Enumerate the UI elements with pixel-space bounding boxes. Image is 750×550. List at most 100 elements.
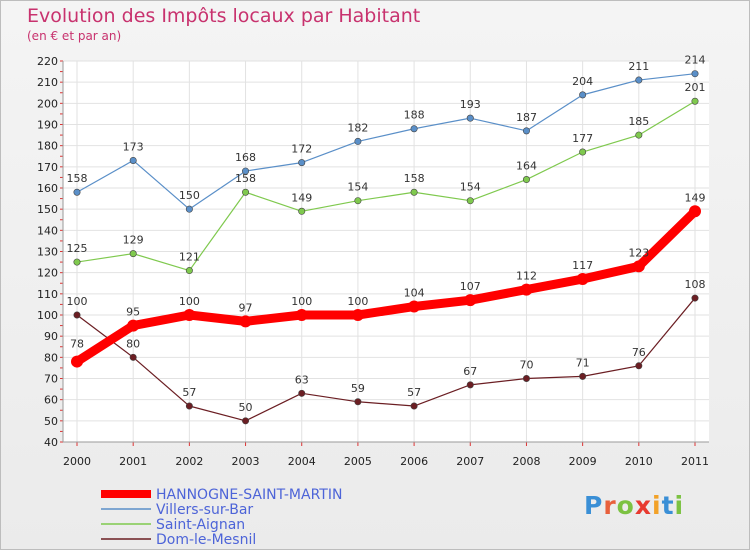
data-point [632,260,645,273]
y-tick-label: 40 [44,436,58,449]
x-tick-label: 2001 [119,455,147,468]
logo-letter: P [584,491,604,520]
data-label: 164 [516,160,537,173]
data-label: 59 [351,382,365,395]
data-point [129,156,137,164]
data-point [466,381,474,389]
data-point [579,148,587,156]
data-label: 158 [404,172,425,185]
data-label: 214 [685,54,706,67]
x-tick-label: 2009 [569,455,597,468]
x-tick-label: 2011 [681,455,709,468]
data-label: 108 [685,278,706,291]
y-tick-label: 50 [44,415,58,428]
data-point [354,398,362,406]
y-tick-label: 70 [44,373,58,386]
y-tick-label: 160 [37,182,58,195]
data-label: 211 [628,60,649,73]
data-point [410,125,418,133]
logo-letter: x [634,491,652,520]
data-point [242,167,250,175]
data-point [185,267,193,275]
data-point [579,91,587,99]
data-point [351,309,364,321]
data-point [522,127,530,135]
data-label: 121 [179,251,200,264]
data-label: 70 [519,359,533,372]
data-label: 57 [407,386,421,399]
data-label: 125 [67,242,88,255]
legend-label: Villers-sur-Bar [156,502,253,518]
y-tick-label: 180 [37,140,58,153]
series-line [72,206,700,367]
data-label: 158 [235,172,256,185]
data-label: 172 [291,143,312,156]
data-label: 123 [628,246,649,259]
y-tick-label: 90 [44,330,58,343]
data-point [635,76,643,84]
series-line [76,100,696,272]
legend-label: Dom-le-Mesnil [156,532,256,548]
data-label: 154 [460,181,481,194]
y-tick-label: 120 [37,267,58,280]
y-tick-label: 60 [44,394,58,407]
chart-title: Evolution des Impôts locaux par Habitant [27,5,421,27]
x-tick-label: 2000 [63,455,91,468]
data-label: 177 [572,132,593,145]
data-label: 149 [291,191,312,204]
data-point [410,188,418,196]
data-point [635,362,643,370]
data-label: 150 [179,189,200,202]
data-label: 57 [182,386,196,399]
data-point [466,114,474,122]
data-label: 158 [67,172,88,185]
x-tick-label: 2005 [344,455,372,468]
data-point [464,294,477,307]
data-point [185,205,193,213]
data-point [71,355,83,368]
x-tick-label: 2004 [288,455,316,468]
data-label: 185 [628,115,649,128]
data-label: 173 [123,140,144,153]
y-tick-label: 200 [37,97,58,110]
data-point [242,417,250,425]
data-label: 188 [404,109,425,122]
data-point [354,197,362,205]
x-tick-label: 2003 [232,455,260,468]
data-point [691,294,699,302]
y-tick-label: 100 [37,309,58,322]
data-label: 63 [295,373,309,386]
data-label: 129 [123,234,144,247]
data-label: 76 [632,346,646,359]
chart-subtitle: (en € et par an) [27,29,122,43]
data-point [522,176,530,184]
data-point [408,300,421,313]
data-label: 50 [239,401,253,414]
data-point [410,402,418,410]
data-point [691,97,699,105]
y-tick-label: 190 [37,119,58,132]
data-point [127,319,140,332]
x-tick-label: 2010 [625,455,653,468]
data-label: 107 [460,280,481,293]
data-point [73,188,81,196]
data-label: 100 [291,295,312,308]
data-point [239,315,252,328]
data-point [354,137,362,145]
data-label: 71 [576,356,590,369]
x-tick-label: 2008 [512,455,540,468]
data-point [689,205,701,218]
data-point [520,283,533,296]
data-point [298,389,306,397]
data-point [183,309,196,321]
data-point [185,402,193,410]
data-label: 112 [516,270,537,283]
y-tick-label: 110 [37,288,58,301]
y-tick-label: 220 [37,55,58,68]
data-label: 100 [179,295,200,308]
data-point [73,311,81,319]
data-label: 182 [347,121,368,134]
data-point [242,188,250,196]
